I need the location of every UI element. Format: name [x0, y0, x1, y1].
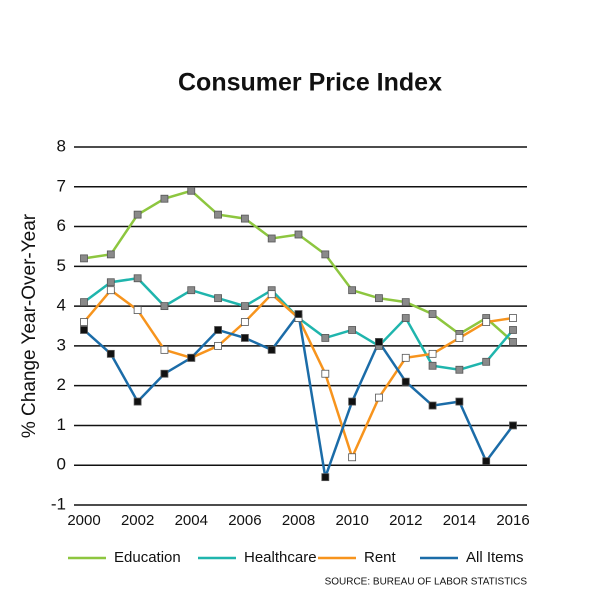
series-line	[83, 310, 515, 478]
data-point	[428, 361, 437, 370]
data-point	[106, 286, 115, 295]
y-axis-label: % Change Year-Over-Year	[19, 213, 40, 438]
data-point	[509, 314, 517, 322]
data-point	[160, 345, 169, 354]
data-point	[187, 186, 196, 195]
data-point	[267, 290, 276, 299]
x-tick-label: 2002	[121, 512, 154, 529]
data-point	[187, 353, 196, 362]
data-point	[80, 318, 88, 326]
data-point	[80, 326, 88, 334]
data-point	[133, 306, 142, 314]
data-point	[80, 298, 88, 307]
data-point	[375, 393, 383, 402]
data-point	[428, 401, 437, 410]
data-point	[267, 345, 276, 354]
legend-label: Education	[114, 549, 181, 566]
x-tick-label: 2000	[67, 512, 100, 529]
data-point	[160, 369, 169, 378]
data-point	[401, 314, 410, 322]
legend-label: All Items	[466, 549, 524, 566]
data-point	[321, 369, 330, 378]
data-point	[375, 338, 383, 346]
source: SOURCE: BUREAU OF LABOR STATISTICS	[325, 577, 528, 588]
y-tick-label: 5	[57, 256, 66, 275]
data-point	[321, 473, 330, 482]
data-point	[428, 349, 437, 358]
data-point	[80, 254, 88, 263]
data-point	[240, 318, 249, 326]
data-point	[240, 334, 249, 342]
data-point	[106, 349, 115, 358]
x-tick-label: 2004	[175, 512, 208, 529]
data-point	[214, 210, 222, 219]
data-point	[428, 310, 437, 318]
y-tick-label: 2	[57, 375, 66, 394]
data-point	[401, 298, 410, 307]
data-point	[214, 294, 222, 303]
x-tick-label: 2006	[228, 512, 261, 529]
data-point	[509, 421, 517, 430]
data-point	[348, 326, 357, 334]
y-tick-label: 7	[57, 176, 66, 195]
data-point	[348, 286, 357, 295]
data-point	[348, 397, 357, 406]
y-tick-label: 3	[57, 335, 66, 354]
data-point	[106, 250, 115, 259]
data-point	[240, 302, 249, 311]
data-point	[187, 286, 196, 295]
data-point	[455, 334, 464, 342]
data-point	[133, 274, 142, 283]
y-tick-label: 1	[57, 415, 66, 434]
data-point	[267, 234, 276, 243]
data-point	[482, 357, 491, 366]
chart-title: Consumer Price Index	[178, 69, 442, 97]
x-tick-label: 2012	[389, 512, 422, 529]
data-point	[133, 397, 142, 406]
data-point	[348, 453, 357, 462]
data-point	[482, 457, 491, 466]
data-point	[294, 310, 303, 318]
x-tick-label: 2008	[282, 512, 315, 529]
data-point	[401, 377, 410, 386]
data-point	[214, 326, 222, 334]
data-point	[294, 230, 303, 239]
legend-label: Healthcare	[244, 549, 317, 566]
y-tick-label: 0	[57, 455, 66, 474]
x-tick-label: 2016	[496, 512, 529, 529]
y-tick-label: 6	[57, 216, 66, 235]
data-point	[160, 302, 169, 311]
x-tick-label: 2014	[443, 512, 476, 529]
data-point	[509, 326, 517, 334]
data-point	[160, 194, 169, 203]
y-tick-label: -1	[51, 494, 66, 513]
data-point	[375, 294, 383, 303]
data-point	[214, 341, 222, 350]
data-point	[321, 250, 330, 259]
y-tick-label: 4	[57, 296, 66, 315]
data-point	[455, 365, 464, 374]
data-point	[482, 318, 491, 326]
data-point	[321, 334, 330, 342]
data-point	[240, 214, 249, 223]
legend-label: Rent	[364, 549, 397, 566]
data-point	[133, 210, 142, 219]
data-point	[455, 397, 464, 406]
data-point	[106, 278, 115, 287]
x-tick-label: 2010	[335, 512, 368, 529]
data-point	[401, 353, 410, 362]
data-point	[509, 338, 517, 346]
y-tick-label: 8	[57, 136, 66, 155]
